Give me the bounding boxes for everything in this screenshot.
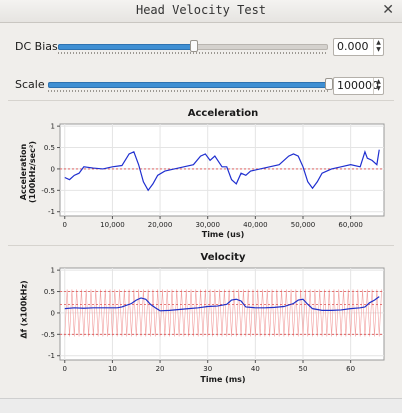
x-tick-label: 40,000 (243, 221, 268, 229)
y-tick-label: -1 (48, 352, 55, 360)
y-tick-label: 0.5 (44, 144, 55, 152)
velocity-ylabel: Δf (x100kHz) (19, 280, 29, 339)
x-tick-label: 20,000 (148, 221, 173, 229)
velocity-title: Velocity (200, 252, 246, 263)
acceleration-chart: 1 0.5 0 -0.5 -1 0 10,000 20,000 30,000 40,000 50,0… (41, 123, 385, 229)
velocity-xlabel: Time (ms) (200, 375, 246, 384)
oscillation-series (64, 289, 382, 337)
window-titlebar: Head Velocity Test ✕ (0, 0, 402, 23)
y-tick-label: 1 (51, 267, 55, 275)
divider (8, 245, 394, 246)
x-tick-label: 40 (251, 365, 260, 373)
x-tick-label: 20 (156, 365, 165, 373)
x-tick-label: 60 (346, 365, 355, 373)
acceleration-ylabel: Acceleration (100kHz/sec²) (19, 140, 37, 204)
y-tick-label: 1 (51, 123, 55, 131)
plot-area (59, 123, 385, 217)
slider-handle[interactable] (190, 40, 198, 52)
divider (8, 100, 394, 101)
x-tick-label: 0 (63, 221, 67, 229)
y-tick-label: -0.5 (41, 331, 55, 339)
x-tick-label: 50 (299, 365, 308, 373)
scale-spinbox[interactable]: 100000 ▲ ▼ (333, 77, 384, 95)
x-tick-label: 10 (108, 365, 117, 373)
bottom-bar (0, 398, 402, 413)
acceleration-xlabel: Time (us) (201, 230, 245, 239)
plot-area (59, 267, 385, 361)
x-tick-label: 0 (63, 365, 67, 373)
x-tick-label: 50,000 (291, 221, 316, 229)
acceleration-title: Acceleration (187, 108, 259, 119)
slider-fill (48, 82, 330, 88)
dc-bias-spinbox[interactable]: 0.000 ▲ ▼ (333, 38, 384, 56)
slider-fill (58, 44, 195, 50)
window-title: Head Velocity Test (135, 3, 267, 17)
dc-bias-value: 0.000 (337, 40, 369, 53)
scale-slider[interactable] (48, 78, 333, 92)
y-tick-label: 0 (51, 309, 55, 317)
scale-label: Scale (15, 78, 45, 91)
y-tick-label: -0.5 (41, 187, 55, 195)
y-tick-label: -1 (48, 208, 55, 216)
series-line (64, 296, 380, 312)
x-tick-label: 10,000 (100, 221, 125, 229)
series-line (64, 149, 380, 192)
slider-ticks (48, 90, 328, 92)
y-tick-label: 0 (51, 165, 55, 173)
x-tick-label: 60,000 (338, 221, 363, 229)
dc-bias-slider[interactable] (58, 40, 328, 54)
slider-ticks (58, 52, 328, 54)
spin-arrows-icon[interactable]: ▲ ▼ (373, 78, 383, 94)
dc-bias-label: DC Bias (15, 40, 58, 53)
slider-handle[interactable] (325, 78, 333, 90)
x-tick-label: 30 (203, 365, 212, 373)
velocity-chart: 1 0.5 0 -0.5 -1 0 10 20 30 40 50 60 (41, 267, 385, 373)
close-icon[interactable]: ✕ (382, 2, 394, 18)
spin-arrows-icon[interactable]: ▲ ▼ (373, 39, 383, 55)
y-tick-label: 0.5 (44, 288, 55, 296)
scale-value: 100000 (337, 79, 379, 92)
x-tick-label: 30,000 (195, 221, 220, 229)
